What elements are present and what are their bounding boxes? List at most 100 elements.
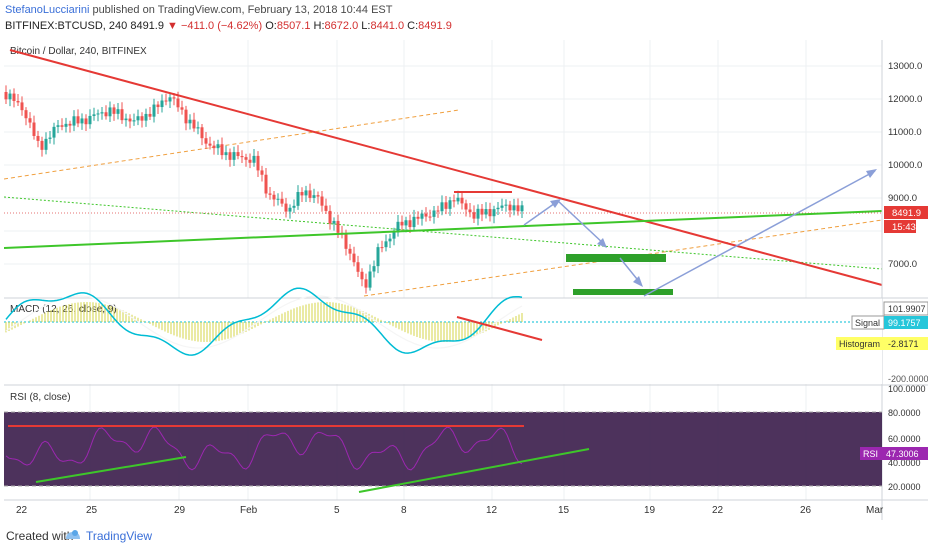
candle-body bbox=[400, 221, 404, 226]
candle-body bbox=[336, 220, 340, 233]
green-support-line[interactable] bbox=[3, 210, 883, 249]
candle-body bbox=[200, 127, 204, 139]
target-zone-2[interactable] bbox=[573, 289, 673, 295]
price-tick: 11000.0 bbox=[888, 127, 922, 138]
candle-body bbox=[408, 220, 412, 228]
ohlc-high-label: H: bbox=[313, 20, 325, 32]
candle-body bbox=[48, 137, 52, 139]
candle-body bbox=[484, 209, 488, 215]
rsi-label-text: RSI bbox=[863, 449, 878, 459]
time-tick: 5 bbox=[334, 505, 340, 516]
rsi-title: RSI (8, close) bbox=[10, 392, 71, 403]
candle-body bbox=[152, 104, 156, 117]
rsi-axis[interactable]: 100.0000 80.0000 60.0000 40.0000 20.0000 bbox=[888, 384, 926, 492]
candle-body bbox=[88, 115, 92, 125]
candle-body bbox=[124, 118, 128, 121]
candle-body bbox=[324, 205, 328, 211]
rsi-tick: 20.0000 bbox=[888, 482, 921, 492]
main-pane-title: Bitcoin / Dollar, 240, BITFINEX bbox=[10, 46, 147, 57]
price-change: −411.0 (−4.62%) bbox=[181, 20, 263, 32]
candle-body bbox=[108, 107, 112, 117]
ohlc-close: 8491.9 bbox=[418, 20, 452, 32]
rsi-tick: 100.0000 bbox=[888, 384, 926, 394]
candle-body bbox=[312, 195, 316, 198]
signal-value-text: 99.1757 bbox=[888, 318, 921, 328]
rsi-tick: 80.0000 bbox=[888, 408, 921, 418]
candle-body bbox=[516, 205, 520, 212]
candle-body bbox=[244, 157, 248, 160]
candle-body bbox=[148, 113, 152, 117]
candle-body bbox=[416, 216, 420, 219]
candle-body bbox=[104, 112, 108, 117]
time-axis[interactable]: 22 25 29 Feb 5 8 12 15 19 22 26 Mar bbox=[16, 505, 884, 516]
price-tick: 13000.0 bbox=[888, 61, 922, 72]
candle-body bbox=[500, 205, 504, 208]
candle-body bbox=[112, 107, 116, 114]
author-link[interactable]: StefanoLucciarini bbox=[5, 4, 90, 16]
candle-body bbox=[140, 116, 144, 121]
candle-body bbox=[8, 93, 12, 100]
chart-frame[interactable]: Bitcoin / Dollar, 240, BITFINEX 13000.0 … bbox=[3, 40, 929, 520]
candle-body bbox=[232, 152, 236, 160]
candle-body bbox=[328, 210, 332, 224]
histogram-value-badge bbox=[884, 337, 928, 350]
candle-body bbox=[512, 205, 516, 211]
time-tick: Feb bbox=[240, 505, 258, 516]
time-tick: 19 bbox=[644, 505, 656, 516]
candle-body bbox=[192, 119, 196, 129]
rsi-tick: 40.0000 bbox=[888, 458, 921, 468]
candle-body bbox=[44, 138, 48, 150]
candle-body bbox=[424, 213, 428, 217]
time-tick: Mar bbox=[866, 505, 884, 516]
macd-divergence-line[interactable] bbox=[456, 316, 543, 341]
candle-body bbox=[460, 197, 464, 204]
candle-body bbox=[196, 127, 200, 129]
candle-body bbox=[268, 193, 272, 195]
candle-body bbox=[220, 144, 224, 156]
candle-body bbox=[280, 198, 284, 204]
candle-body bbox=[440, 202, 444, 212]
candle-body bbox=[452, 200, 456, 202]
tradingview-brand-link[interactable]: TradingView bbox=[86, 529, 153, 543]
target-zone-1[interactable] bbox=[566, 254, 666, 262]
ohlc-open: 8507.1 bbox=[276, 20, 311, 32]
time-tick: 25 bbox=[86, 505, 98, 516]
chart-svg[interactable]: Bitcoin / Dollar, 240, BITFINEX 13000.0 … bbox=[3, 40, 929, 520]
candle-body bbox=[80, 118, 84, 124]
candle-body bbox=[468, 209, 472, 213]
candle-body bbox=[364, 279, 368, 288]
price-tick: 12000.0 bbox=[888, 94, 922, 105]
candle-body bbox=[252, 155, 256, 163]
candle-body bbox=[292, 205, 296, 208]
rsi-line bbox=[5, 426, 523, 471]
candle-body bbox=[24, 110, 28, 119]
countdown-badge-text: 15:43 bbox=[892, 222, 916, 233]
candle-body bbox=[120, 109, 124, 121]
rsi-support-line-2[interactable] bbox=[358, 448, 590, 493]
candle-body bbox=[436, 210, 440, 212]
macd-histogram bbox=[5, 302, 523, 342]
candle-body bbox=[432, 210, 436, 217]
candle-body bbox=[92, 114, 96, 116]
ohlc-open-label: O: bbox=[265, 20, 277, 32]
symbol-label: BITFINEX:BTCUSD, 240 bbox=[5, 20, 128, 32]
candle-body bbox=[76, 116, 80, 124]
candle-body bbox=[388, 238, 392, 242]
candle-body bbox=[128, 118, 132, 122]
candle-body bbox=[180, 107, 184, 110]
candle-body bbox=[448, 200, 452, 209]
candle-body bbox=[492, 209, 496, 217]
candle-body bbox=[256, 155, 260, 171]
candle-body bbox=[376, 247, 380, 267]
candle-body bbox=[132, 120, 136, 122]
candle-body bbox=[176, 98, 180, 108]
candle-body bbox=[64, 123, 68, 127]
rsi-support-line-1[interactable] bbox=[35, 456, 187, 483]
candle-body bbox=[20, 102, 24, 111]
candle-body bbox=[464, 203, 468, 210]
green-dotted-trendline[interactable] bbox=[3, 196, 883, 270]
candle-body bbox=[396, 221, 400, 233]
candle-body bbox=[144, 113, 148, 121]
candle-body bbox=[264, 174, 268, 194]
price-tick: 7000.0 bbox=[888, 259, 917, 270]
